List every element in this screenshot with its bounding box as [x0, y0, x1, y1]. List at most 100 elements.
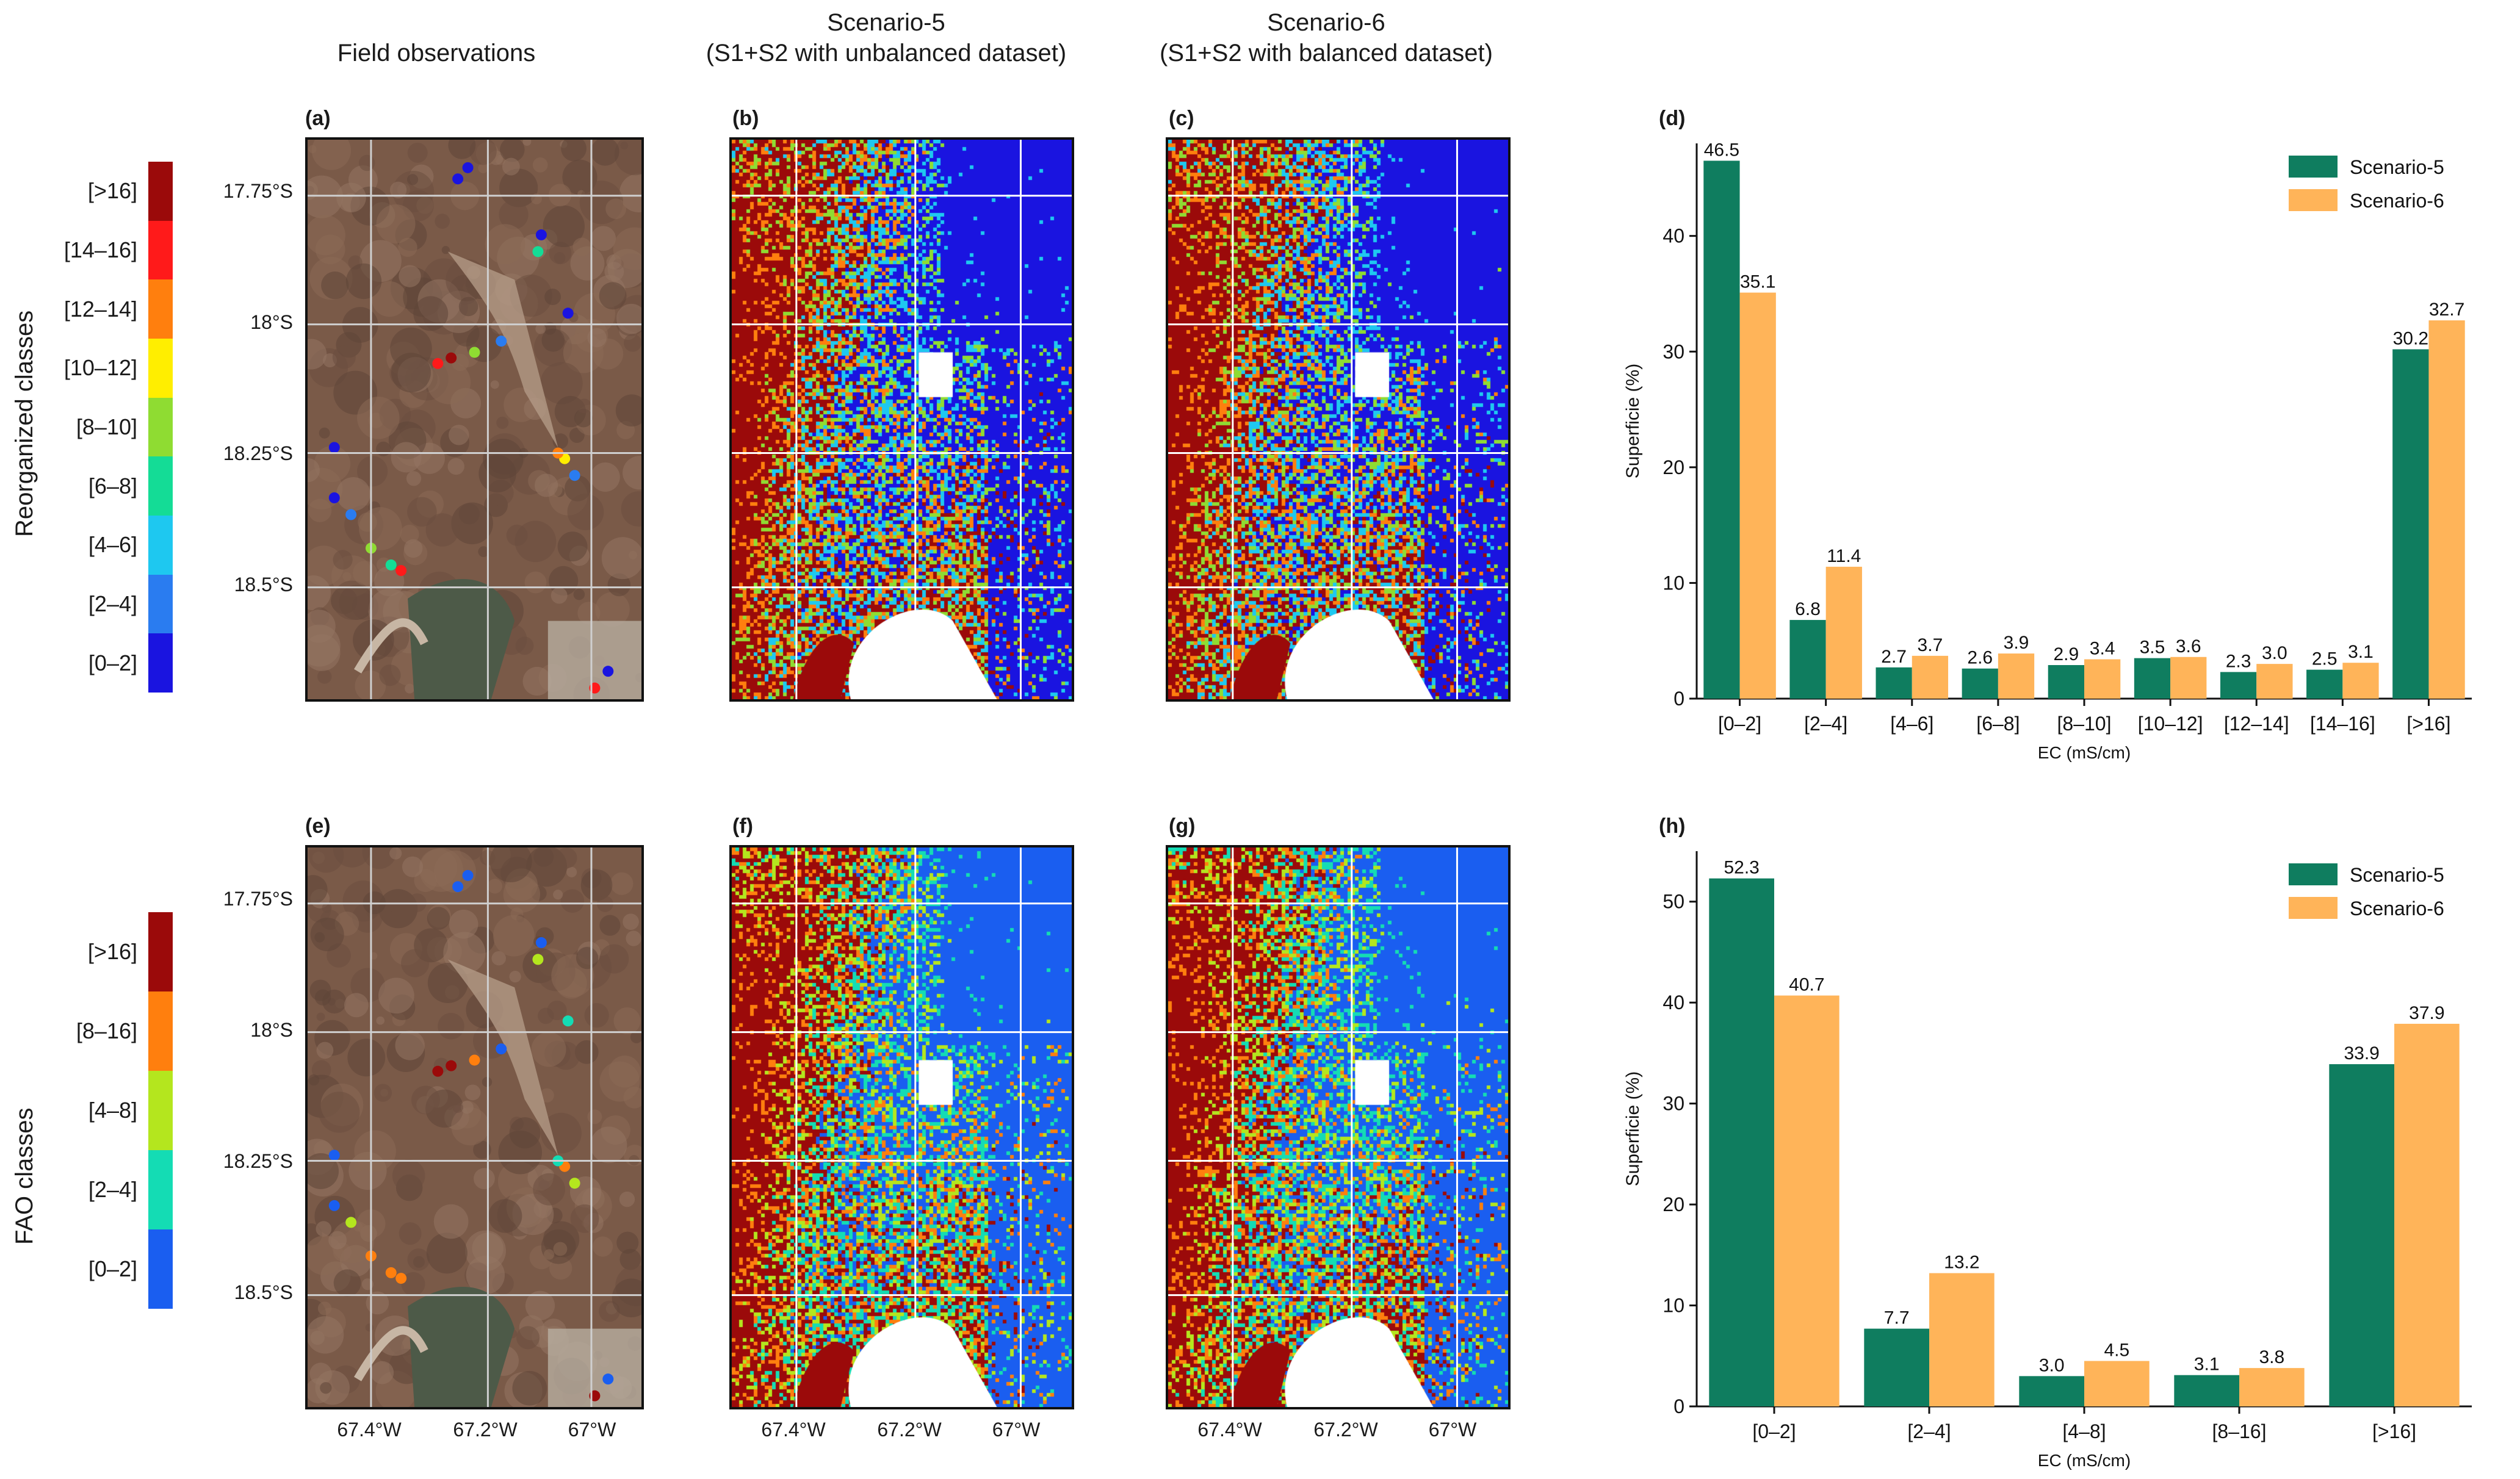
terrain-patch: [407, 142, 428, 163]
longitude-label: 67.4°W: [337, 1419, 402, 1441]
legend-label: [2–4]: [88, 1177, 137, 1202]
legend-swatch: [148, 1071, 173, 1150]
panel-label-b: (b): [732, 107, 759, 130]
terrain-patch: [577, 398, 592, 414]
terrain-patch: [488, 1199, 522, 1233]
bar-value-label: 40.7: [1789, 975, 1824, 995]
title-scenario-6-line1: Scenario-6: [1267, 9, 1385, 36]
terrain-patch: [460, 1101, 474, 1114]
legend-swatch: [148, 515, 173, 575]
terrain-patch: [533, 1173, 566, 1206]
bar-value-label: 35.1: [1740, 272, 1775, 292]
bar-value-label: 52.3: [1724, 858, 1759, 878]
latitude-label: 18°S: [250, 311, 293, 333]
map-field-observations-reorganized: [305, 137, 644, 702]
bar-scenario-5: [1709, 878, 1774, 1406]
field-observation-point: [469, 347, 480, 358]
bar-value-label: 37.9: [2409, 1003, 2444, 1023]
field-observation-point: [345, 1217, 357, 1228]
legend-label: [0–2]: [88, 650, 137, 675]
bar-value-label: 2.7: [1881, 647, 1907, 667]
terrain-patch: [576, 946, 599, 970]
field-observation-point: [328, 492, 340, 503]
terrain-patch: [314, 445, 351, 483]
bar-value-label: 32.7: [2429, 300, 2464, 320]
map-scenario-5-fao: [729, 845, 1074, 1409]
y-tick-label: 20: [1663, 1193, 1684, 1215]
terrain-patch: [591, 140, 619, 166]
legend-label: [0–2]: [88, 1256, 137, 1281]
terrain-patch: [493, 915, 535, 957]
legend-label: Scenario-6: [2350, 190, 2444, 212]
bar-scenario-5: [1876, 667, 1912, 699]
field-observation-point: [328, 1150, 340, 1161]
terrain-patch: [580, 869, 613, 901]
terrain-patch: [316, 1221, 332, 1237]
map-scenario-6-reorganized: [1166, 137, 1511, 702]
legend-swatch: [2289, 156, 2338, 178]
bar-scenario-6: [1998, 653, 2035, 699]
terrain-patch: [474, 1168, 495, 1190]
y-tick-label: 0: [1673, 688, 1684, 710]
terrain-patch: [319, 427, 330, 439]
terrain-patch: [458, 297, 478, 317]
latitude-label: 18.5°S: [234, 574, 293, 596]
longitude-label: 67.2°W: [453, 1419, 518, 1441]
bar-value-label: 7.7: [1884, 1308, 1910, 1328]
terrain-patch: [358, 513, 377, 532]
terrain-patch: [612, 1278, 641, 1317]
x-tick-label: [0–2]: [1752, 1420, 1796, 1442]
terrain-patch: [389, 181, 407, 199]
terrain-patch: [595, 592, 630, 627]
terrain-patch: [449, 909, 478, 939]
bar-scenario-5: [1864, 1328, 1929, 1406]
terrain-patch: [491, 951, 506, 966]
terrain-patch: [572, 237, 591, 256]
terrain-patch: [630, 1031, 641, 1043]
field-observation-point: [345, 509, 357, 520]
shoreline: [354, 1326, 428, 1381]
panel-label-a: (a): [305, 107, 331, 130]
field-observation-point: [432, 358, 444, 369]
terrain-patch: [345, 263, 382, 300]
terrain-patch: [490, 380, 499, 389]
terrain-patch: [532, 157, 548, 173]
terrain-patch: [374, 1084, 392, 1102]
terrain-patch: [402, 856, 424, 877]
x-tick-label: [4–6]: [1890, 713, 1933, 735]
terrain-patch: [376, 1016, 385, 1025]
legend-swatch: [2289, 897, 2338, 919]
terrain-patch: [478, 455, 516, 493]
terrain-patch: [441, 246, 450, 254]
terrain-patch: [427, 962, 468, 1004]
terrain-patch: [601, 537, 641, 580]
terrain-patch: [308, 575, 331, 611]
bar-value-label: 3.9: [2004, 633, 2029, 653]
legend-label: [8–10]: [76, 414, 137, 439]
bar-scenario-6: [2256, 664, 2293, 699]
bar-scenario-5: [1962, 668, 1998, 699]
field-observation-point: [446, 352, 457, 364]
bar-scenario-5: [2329, 1064, 2394, 1406]
latitude-label: 18.5°S: [234, 1281, 293, 1303]
terrain-patch: [489, 847, 532, 882]
field-observation-point: [385, 559, 397, 570]
title-scenario-6-line2: (S1+S2 with balanced dataset): [1160, 40, 1493, 67]
panel-label-e: (e): [305, 815, 331, 838]
legend-swatch: [148, 574, 173, 634]
terrain-patch: [496, 416, 509, 429]
latitude-label: 18.25°S: [223, 442, 293, 464]
panel-label-f: (f): [732, 815, 753, 838]
bar-scenario-6: [2428, 320, 2465, 699]
terrain-patch: [509, 1117, 541, 1149]
terrain-patch: [587, 328, 607, 348]
legend-label: [12–14]: [63, 296, 137, 322]
bar-value-label: 3.0: [2262, 643, 2287, 663]
terrain-patch: [308, 875, 328, 904]
salinity-raster: [1168, 847, 1508, 1407]
bar-scenario-6: [1825, 566, 1862, 699]
y-tick-label: 50: [1663, 891, 1684, 913]
field-observation-point: [569, 470, 580, 481]
terrain-patch: [524, 571, 547, 594]
bar-value-label: 3.4: [2090, 639, 2115, 659]
